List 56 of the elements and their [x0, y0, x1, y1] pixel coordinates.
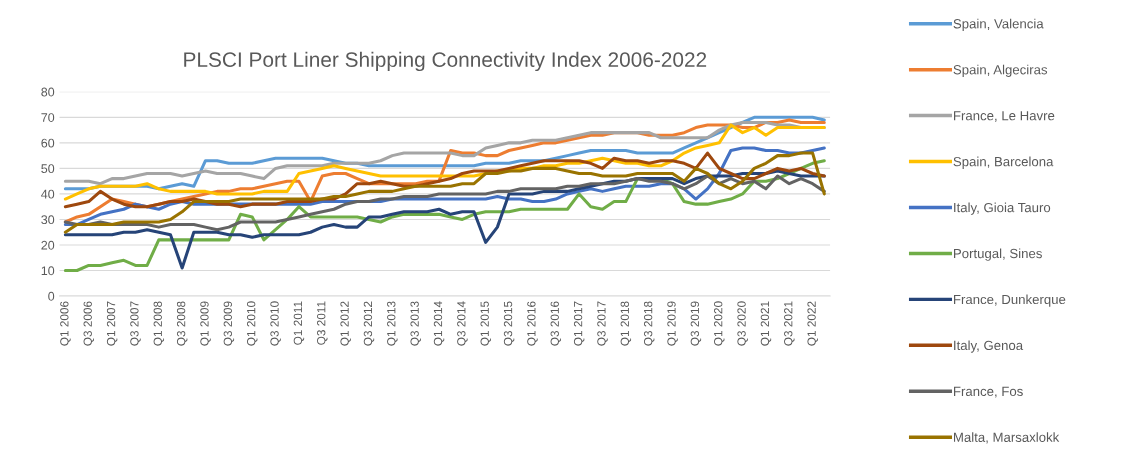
x-tick-label: Q3 2016	[550, 301, 562, 346]
x-tick-label: Q1 2022	[807, 301, 818, 346]
x-tick-label: Q1 2006	[60, 301, 71, 346]
x-tick-label: Q3 2010	[270, 301, 281, 346]
legend-label: France, Dunkerque	[954, 294, 1066, 307]
legend-label: Italy, Gioia Tauro	[954, 202, 1051, 215]
x-tick-label: Q1 2018	[620, 301, 632, 346]
x-tick-label: Q1 2014	[433, 301, 445, 346]
x-tick-label: Q1 2016	[527, 301, 538, 346]
legend-label: Spain, Valencia	[953, 18, 1044, 32]
x-tick-label: Q1 2010	[247, 301, 258, 346]
chart-title: PLSCI Port Liner Shipping Connectivity Index 2006-2022	[184, 51, 707, 72]
x-tick-label: Q3 2008	[176, 301, 188, 346]
x-tick-label: Q1 2007	[106, 301, 118, 346]
legend-label: Portugal, Sines	[954, 248, 1042, 261]
legend-label: Malta, Marsaxlokk	[954, 432, 1060, 444]
x-tick-label: Q3 2012	[363, 301, 375, 346]
x-tick-label: Q3 2011	[317, 301, 328, 345]
x-tick-label: Q3 2006	[83, 301, 95, 346]
x-tick-label: Q1 2017	[573, 301, 585, 346]
x-tick-label: Q3 2007	[130, 301, 141, 346]
y-tick-label: 80	[41, 87, 55, 97]
y-tick-label: 20	[41, 240, 55, 250]
x-tick-label: Q3 2021	[784, 301, 795, 346]
x-tick-label: Q1 2013	[387, 301, 398, 346]
legend-label: Spain, Algeciras	[953, 64, 1048, 78]
x-tick-label: Q1 2011	[293, 301, 305, 345]
x-tick-label: Q3 2020	[737, 301, 748, 346]
line-series	[63, 174, 826, 232]
y-tick-label: 40	[41, 189, 55, 199]
x-tick-label: Q3 2009	[223, 301, 235, 346]
y-tick-label: 50	[41, 164, 55, 174]
legend-label: Italy, Genoa	[954, 340, 1024, 353]
x-tick-label: Q3 2017	[597, 301, 608, 346]
x-tick-label: Q1 2019	[667, 301, 678, 346]
legend-label: Spain, Barcelona	[953, 156, 1054, 169]
legend-label: France, Fos	[954, 386, 1023, 398]
x-tick-label: Q1 2021	[760, 301, 772, 346]
line-series	[63, 151, 826, 209]
x-tick-label: Q1 2020	[714, 301, 725, 346]
x-tick-label: Q3 2014	[457, 301, 468, 346]
x-tick-label: Q1 2009	[200, 301, 211, 346]
y-tick-label: 70	[41, 113, 55, 122]
x-tick-label: Q1 2008	[153, 301, 165, 346]
y-tick-label: 30	[41, 215, 55, 225]
y-tick-label: 0	[48, 291, 55, 301]
legend-label: France, Le Havre	[954, 111, 1055, 122]
x-tick-label: Q3 2015	[503, 301, 515, 346]
x-tick-label: Q1 2015	[480, 301, 491, 346]
y-tick-label: 10	[41, 266, 55, 276]
x-tick-label: Q3 2018	[643, 301, 655, 346]
x-tick-label: Q3 2013	[410, 301, 421, 346]
x-tick-label: Q3 2019	[690, 301, 702, 346]
x-tick-label: Q1 2012	[340, 301, 351, 346]
y-tick-label: 60	[41, 138, 55, 148]
line-series	[63, 123, 826, 201]
